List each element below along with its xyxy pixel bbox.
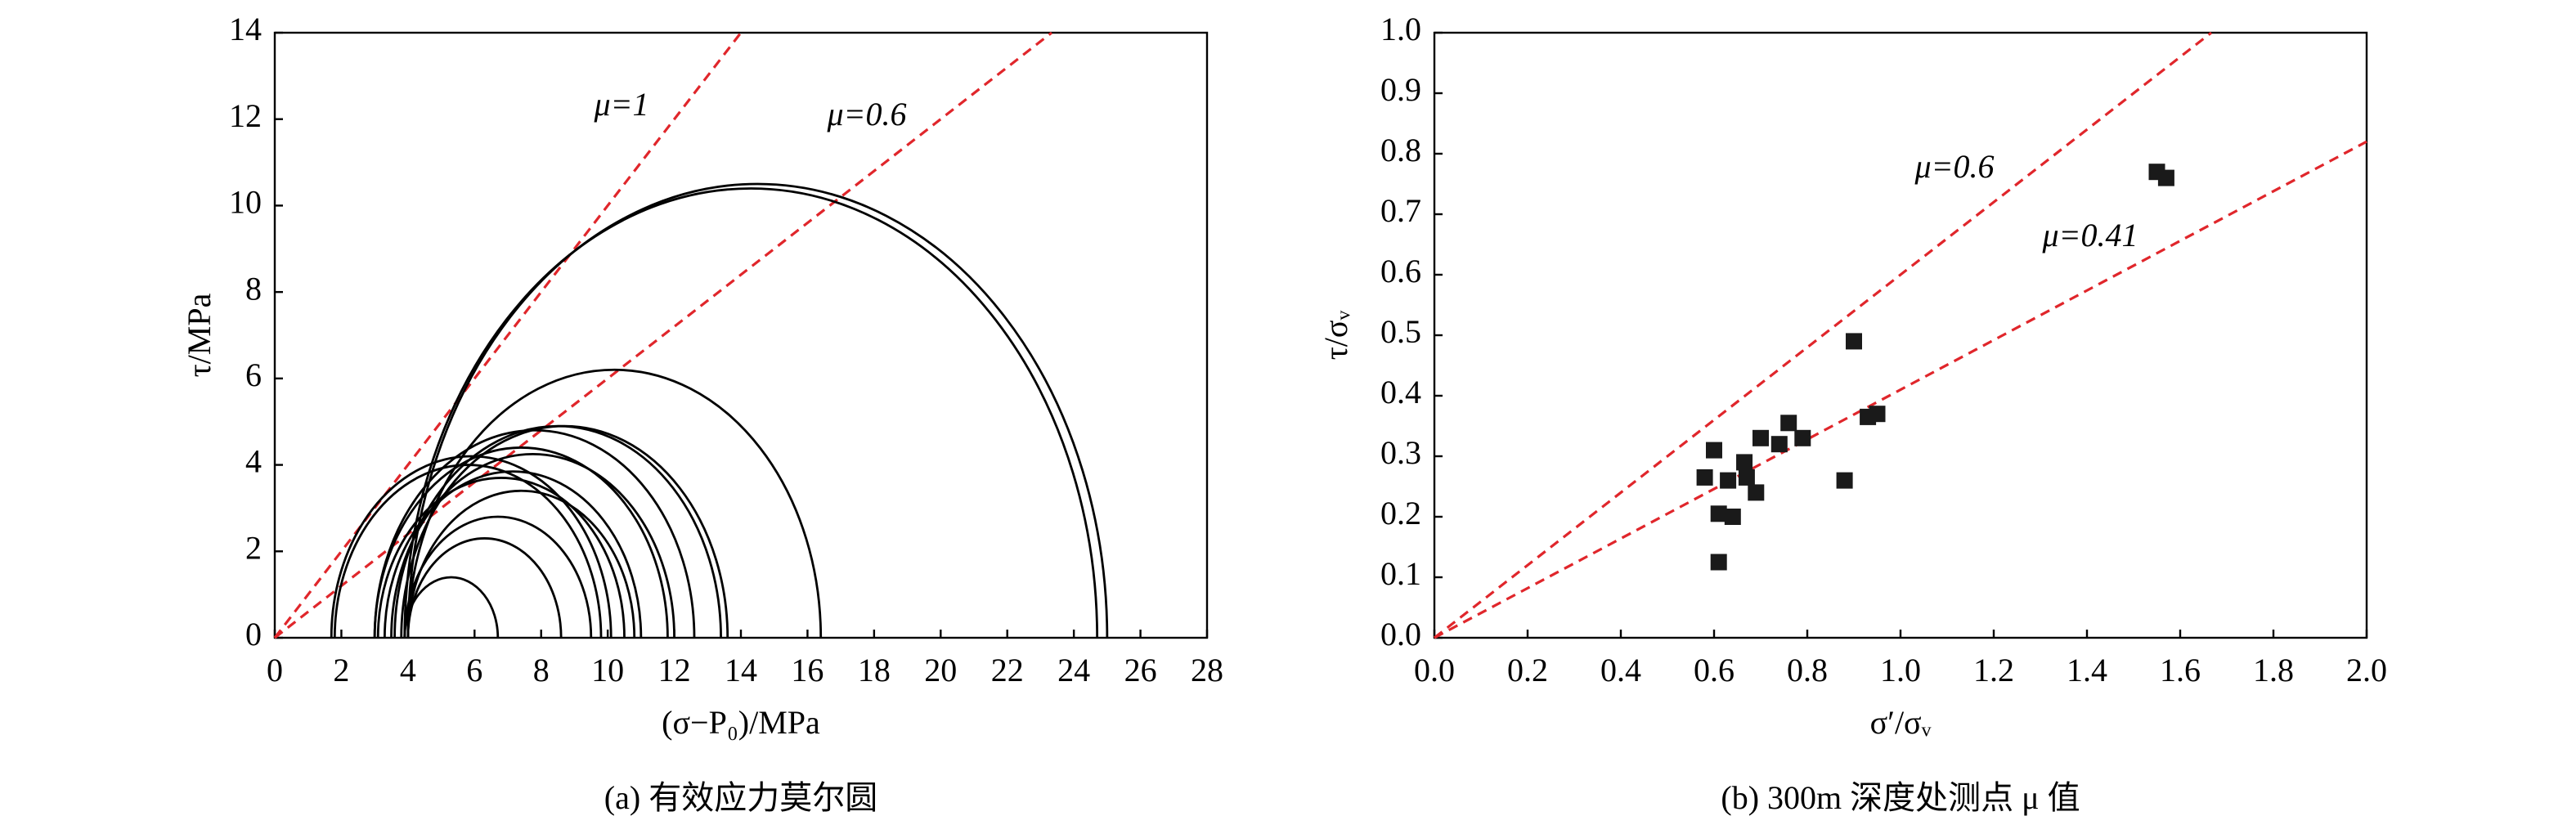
y-tick-label: 14 <box>229 11 262 47</box>
scatter-point <box>1836 472 1853 489</box>
line-label: μ=0.41 <box>2041 217 2138 253</box>
y-tick-label: 0.7 <box>1380 192 1421 229</box>
y-tick-label: 0.6 <box>1380 253 1421 289</box>
plot-frame <box>1433 31 2368 639</box>
x-tick-label: 24 <box>1057 652 1090 688</box>
scatter-point <box>1794 429 1811 446</box>
y-tick-label: 0 <box>245 616 262 652</box>
mohr-circle <box>333 464 603 639</box>
caption: (a) 有效应力莫尔圆 <box>604 779 877 816</box>
x-tick-label: 12 <box>658 652 691 688</box>
x-tick-label: 1.8 <box>2253 652 2294 688</box>
x-tick-label: 1.0 <box>1880 652 1921 688</box>
y-axis-label: τ/σᵥ <box>1317 311 1354 361</box>
x-tick-label: 26 <box>1124 652 1157 688</box>
line-label: μ=0.6 <box>1914 148 1994 185</box>
x-tick-label: 20 <box>924 652 957 688</box>
scatter-point <box>1710 505 1727 522</box>
y-tick-label: 0.9 <box>1380 71 1421 108</box>
y-axis-label: τ/MPa <box>181 293 218 377</box>
x-tick-label: 22 <box>991 652 1024 688</box>
scatter-point <box>2157 169 2174 186</box>
scatter-point <box>1738 469 1755 486</box>
x-tick-label: 2 <box>333 652 349 688</box>
mohr-circle <box>406 368 823 639</box>
y-tick-label: 0.0 <box>1380 616 1421 652</box>
scatter-point <box>1710 554 1727 571</box>
scatter-point <box>1724 509 1741 525</box>
mohr-circle <box>373 446 669 639</box>
mohr-circle <box>373 428 696 639</box>
x-tick-label: 14 <box>725 652 757 688</box>
x-tick-label: 10 <box>591 652 624 688</box>
y-tick-label: 0.5 <box>1380 313 1421 350</box>
mohr-circle <box>376 477 626 639</box>
scatter-point <box>1869 406 1886 423</box>
x-tick-label: 1.2 <box>1973 652 2014 688</box>
y-tick-label: 0.8 <box>1380 132 1421 168</box>
mohr-circle <box>383 470 643 639</box>
x-axis-label: (σ−P₀)/MPa <box>662 704 820 741</box>
y-tick-label: 0.1 <box>1380 555 1421 592</box>
line-label: μ=1 <box>593 86 648 123</box>
x-tick-label: 4 <box>400 652 416 688</box>
mohr-circle <box>330 455 613 639</box>
x-tick-label: 28 <box>1191 652 1223 688</box>
friction-line <box>273 32 743 639</box>
y-tick-label: 0.4 <box>1380 374 1421 410</box>
scatter-point <box>1770 436 1788 453</box>
x-tick-label: 8 <box>533 652 550 688</box>
friction-line <box>1434 31 2212 639</box>
x-tick-label: 6 <box>466 652 482 688</box>
mohr-circle <box>390 453 675 639</box>
x-tick-label: 2.0 <box>2346 652 2387 688</box>
scatter-point <box>1706 442 1722 459</box>
x-axis-label: σ′/σᵥ <box>1870 704 1932 741</box>
y-tick-label: 0.3 <box>1380 434 1421 471</box>
scatter-point <box>1748 484 1765 501</box>
x-tick-label: 0.2 <box>1507 652 1548 688</box>
y-tick-label: 4 <box>245 443 262 480</box>
y-tick-label: 6 <box>245 356 262 393</box>
x-tick-label: 1.4 <box>2067 652 2107 688</box>
y-tick-label: 0.2 <box>1380 495 1421 531</box>
mohr-circle <box>403 186 1099 639</box>
mohr-circle <box>406 537 563 639</box>
mohr-circle <box>406 182 1109 639</box>
x-tick-label: 0.6 <box>1694 652 1735 688</box>
scatter-point <box>1752 429 1769 446</box>
x-tick-label: 0.4 <box>1600 652 1641 688</box>
x-tick-label: 1.6 <box>2160 652 2201 688</box>
x-tick-label: 0.0 <box>1414 652 1455 688</box>
y-tick-label: 12 <box>229 97 262 134</box>
x-tick-label: 0 <box>267 652 283 688</box>
x-tick-label: 0.8 <box>1787 652 1828 688</box>
mohr-circle <box>400 424 729 639</box>
y-tick-label: 1.0 <box>1380 11 1421 47</box>
x-tick-label: 18 <box>858 652 891 688</box>
scatter-point <box>1720 472 1737 489</box>
scatter-point <box>1846 333 1862 350</box>
caption: (b) 300m 深度处测点 μ 值 <box>1721 779 2080 816</box>
scatter-point <box>1696 469 1713 486</box>
x-tick-label: 16 <box>791 652 824 688</box>
y-tick-label: 8 <box>245 270 262 307</box>
friction-line <box>1434 140 2367 639</box>
y-tick-label: 10 <box>229 184 262 221</box>
line-label: μ=0.6 <box>826 96 906 132</box>
mohr-circle <box>403 515 593 639</box>
scatter-point <box>1780 415 1797 432</box>
y-tick-label: 2 <box>245 529 262 566</box>
scatter-point <box>1736 454 1753 471</box>
